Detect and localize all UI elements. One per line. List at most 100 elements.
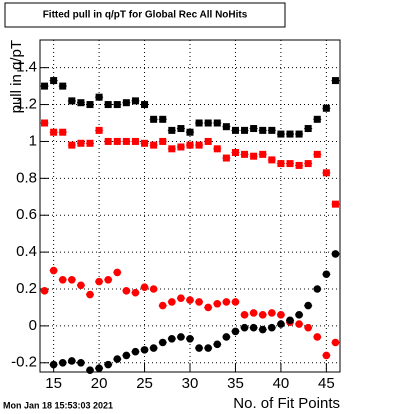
point (204, 303, 212, 312)
point (59, 128, 67, 136)
point (150, 115, 158, 123)
point (295, 311, 303, 319)
point (68, 357, 76, 365)
point (150, 141, 158, 149)
point (186, 128, 194, 136)
point (259, 126, 267, 134)
point (158, 338, 167, 347)
point (268, 323, 276, 332)
point (195, 141, 203, 149)
point (277, 130, 285, 138)
point (186, 141, 194, 149)
point (104, 101, 112, 109)
point (241, 150, 249, 158)
point (222, 298, 231, 306)
point (222, 123, 230, 131)
point (241, 126, 249, 134)
point (331, 250, 340, 258)
point (268, 309, 276, 317)
point (322, 270, 331, 279)
point (313, 333, 322, 341)
point (304, 160, 312, 168)
point (258, 325, 267, 334)
point (104, 360, 112, 369)
point (286, 316, 294, 325)
point (313, 150, 321, 158)
point (86, 139, 94, 147)
point (86, 290, 94, 299)
point (331, 77, 339, 85)
point (77, 139, 85, 147)
y-axis-label: pull in q/pT (8, 40, 25, 113)
point (68, 275, 76, 284)
point (331, 200, 339, 208)
point (59, 82, 67, 90)
point (195, 119, 203, 127)
point (322, 104, 330, 112)
point (204, 137, 212, 145)
point (313, 115, 321, 123)
y-tick-label: 0 (29, 317, 37, 334)
x-tick-label: 15 (45, 375, 62, 392)
x-tick-label: 25 (136, 375, 153, 392)
point (286, 130, 294, 138)
point (168, 298, 176, 306)
point (250, 152, 258, 160)
point (141, 139, 149, 147)
point (322, 351, 331, 360)
point (149, 285, 158, 293)
x-axis-label: No. of Fit Points (233, 395, 340, 412)
point (177, 294, 185, 303)
point (141, 101, 149, 109)
point (158, 301, 167, 310)
point (41, 82, 49, 90)
point (250, 125, 258, 133)
point (131, 288, 140, 297)
point (240, 311, 249, 319)
point (113, 355, 122, 363)
point (122, 99, 130, 107)
point (268, 126, 276, 134)
point (122, 137, 130, 145)
point (77, 99, 85, 107)
point (186, 335, 194, 343)
point (313, 285, 322, 293)
x-tick-label: 45 (318, 375, 335, 392)
point (231, 327, 240, 336)
point (259, 150, 267, 158)
footer: Mon Jan 18 15:53:03 2021 (3, 400, 113, 410)
point (168, 335, 176, 343)
y-tick-label: 1 (29, 132, 37, 149)
point (113, 101, 121, 109)
point (104, 137, 112, 145)
point (304, 301, 312, 310)
point (131, 97, 139, 105)
point (95, 93, 103, 101)
point (186, 296, 194, 304)
point (140, 346, 149, 354)
x-tick-label: 35 (227, 375, 244, 392)
point (258, 311, 267, 319)
point (159, 115, 167, 123)
point (222, 154, 230, 162)
point (249, 309, 258, 317)
point (295, 161, 303, 169)
y-tick-label: 0.4 (16, 243, 37, 260)
y-tick-label: 1.2 (16, 96, 37, 113)
x-tick-label: 40 (273, 375, 290, 392)
point (213, 119, 221, 127)
point (68, 141, 76, 149)
point (240, 323, 249, 332)
y-tick-label: 0.2 (16, 280, 37, 297)
title-box (4, 2, 286, 28)
point (268, 156, 276, 164)
plot-frame (39, 39, 341, 373)
point (58, 275, 67, 284)
point (131, 347, 140, 356)
point (113, 268, 122, 277)
point (295, 130, 303, 138)
point (131, 137, 139, 145)
y-tick-label: 1.4 (16, 59, 37, 76)
point (40, 287, 49, 295)
